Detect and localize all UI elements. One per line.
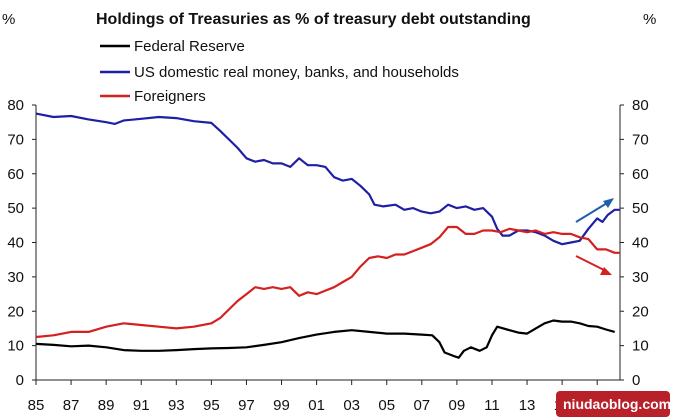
legend-label-foreigners: Foreigners bbox=[134, 88, 206, 105]
y-tick-left-label: 0 bbox=[16, 372, 24, 389]
x-tick-label: 05 bbox=[378, 397, 395, 414]
trend-arrow-down bbox=[575, 255, 612, 275]
y-axis-right-unit: % bbox=[643, 11, 656, 28]
x-tick-label: 01 bbox=[308, 397, 325, 414]
y-tick-left-label: 60 bbox=[7, 166, 24, 183]
x-tick-label: 03 bbox=[343, 397, 360, 414]
x-tick-label: 07 bbox=[413, 397, 430, 414]
series-line-federal-reserve bbox=[35, 319, 615, 359]
y-tick-left-label: 80 bbox=[7, 97, 24, 114]
x-tick-label: 87 bbox=[63, 397, 80, 414]
watermark: niudaoblog.com bbox=[556, 391, 671, 417]
x-tick-label: 97 bbox=[238, 397, 255, 414]
y-tick-right-label: 70 bbox=[632, 131, 649, 148]
x-tick-label: 91 bbox=[133, 397, 150, 414]
series-layer bbox=[35, 112, 620, 359]
y-axis-left-unit: % bbox=[2, 11, 15, 28]
y-tick-right-label: 50 bbox=[632, 200, 649, 217]
y-tick-right-label: 30 bbox=[632, 269, 649, 286]
y-tick-right-label: 20 bbox=[632, 303, 649, 320]
trend-arrow-up-head bbox=[603, 198, 614, 208]
y-tick-right-label: 60 bbox=[632, 166, 649, 183]
x-tick-label: 85 bbox=[28, 397, 45, 414]
y-tick-right-label: 10 bbox=[632, 338, 649, 355]
y-tick-right-label: 0 bbox=[632, 372, 640, 389]
legend-label-us-domestic: US domestic real money, banks, and house… bbox=[134, 64, 459, 81]
legend: Federal Reserve US domestic real money, … bbox=[100, 38, 459, 105]
trend-arrow-down-shaft bbox=[575, 255, 609, 273]
series-line-us-domestic bbox=[35, 112, 620, 246]
legend-label-federal-reserve: Federal Reserve bbox=[134, 38, 245, 55]
y-tick-left-label: 20 bbox=[7, 303, 24, 320]
x-tick-label: 09 bbox=[449, 397, 466, 414]
x-tick-label: 95 bbox=[203, 397, 220, 414]
x-tick-label: 13 bbox=[519, 397, 536, 414]
x-tick-label: 89 bbox=[98, 397, 115, 414]
chart-title: Holdings of Treasuries as % of treasury … bbox=[96, 11, 531, 28]
series-line-foreigners bbox=[35, 225, 620, 339]
y-tick-right-label: 80 bbox=[632, 97, 649, 114]
x-tick-label: 93 bbox=[168, 397, 185, 414]
watermark-background bbox=[556, 391, 670, 417]
x-tick-label: 11 bbox=[484, 397, 500, 414]
y-tick-left-label: 40 bbox=[7, 235, 24, 252]
trend-arrow-down-head bbox=[600, 267, 612, 275]
y-tick-left-label: 50 bbox=[7, 200, 24, 217]
trend-arrow-up bbox=[575, 198, 614, 223]
x-tick-label: 99 bbox=[273, 397, 290, 414]
y-tick-right-label: 40 bbox=[632, 235, 649, 252]
y-tick-left-label: 70 bbox=[7, 131, 24, 148]
watermark-text: niudaoblog.com bbox=[563, 396, 671, 412]
y-tick-left-label: 10 bbox=[7, 338, 24, 355]
y-tick-left-label: 30 bbox=[7, 269, 24, 286]
